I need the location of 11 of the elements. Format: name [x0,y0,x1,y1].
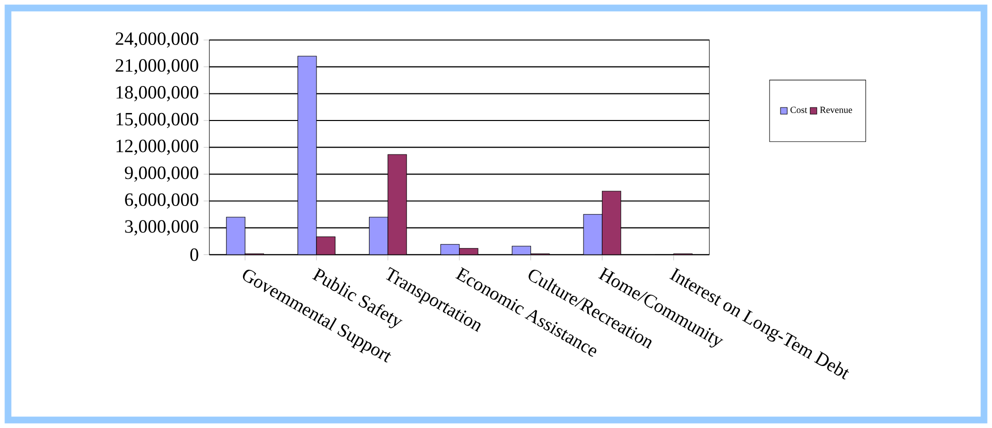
y-tick-label: 21,000,000 [116,59,198,74]
y-tick-label: 12,000,000 [116,140,198,155]
y-tick-label: 9,000,000 [124,166,198,182]
y-tick-label: 6,000,000 [125,193,198,209]
legend-label: Revenue [820,106,852,113]
y-tick-label: 15,000,000 [116,112,198,128]
y-tick-label: 18,000,000 [116,86,198,102]
y-tick-label: 0 [190,248,198,261]
legend-label: Cost [790,106,808,114]
y-tick-label: 24,000,000 [116,32,198,48]
y-tick-label: 3,000,000 [125,220,198,236]
